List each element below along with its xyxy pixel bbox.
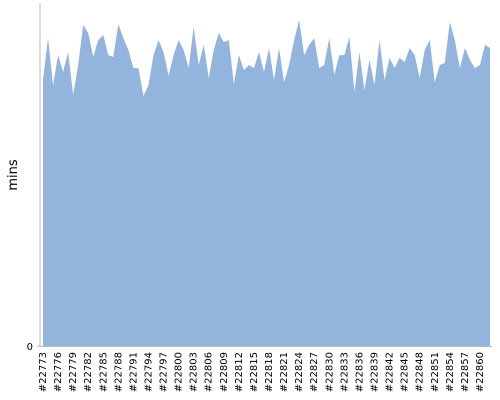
y-tick-label: 0 — [27, 342, 33, 353]
x-tick-label: #22851 — [430, 352, 441, 392]
x-tick-label: #22836 — [354, 352, 365, 392]
x-tick-label: #22809 — [219, 352, 230, 392]
x-tick-label: #22857 — [460, 352, 471, 392]
x-tick-label: #22815 — [249, 352, 260, 392]
area — [43, 20, 490, 347]
x-tick-label: #22830 — [324, 352, 335, 392]
x-tick-label: #22791 — [128, 352, 139, 392]
x-tick-label: #22806 — [204, 352, 215, 392]
x-tick-label: #22854 — [445, 352, 456, 392]
x-tick-label: #22797 — [159, 352, 170, 392]
x-tick-label: #22803 — [189, 352, 200, 392]
x-tick-label: #22842 — [385, 352, 396, 392]
x-tick-label: #22788 — [113, 352, 124, 392]
x-tick-label: #22833 — [339, 352, 350, 392]
y-axis-label: mins — [6, 159, 21, 191]
x-tick-label: #22812 — [234, 352, 245, 392]
x-tick-label: #22773 — [38, 352, 49, 392]
x-tick-label: #22860 — [475, 352, 486, 392]
x-tick-label: #22782 — [83, 352, 94, 392]
x-tick-label: #22779 — [68, 352, 79, 392]
x-tick-label: #22776 — [53, 352, 64, 392]
x-tick-label: #22827 — [309, 352, 320, 392]
x-tick-label: #22785 — [98, 352, 109, 392]
x-tick-label: #22845 — [400, 352, 411, 392]
x-tick-label: #22800 — [174, 352, 185, 392]
x-tick-label: #22794 — [143, 352, 154, 392]
x-tick-label: #22818 — [264, 352, 275, 392]
x-tick-label: #22824 — [294, 352, 305, 392]
x-tick-label: #22839 — [369, 352, 380, 392]
x-tick-label: #22821 — [279, 352, 290, 392]
x-tick-label: #22848 — [415, 352, 426, 392]
